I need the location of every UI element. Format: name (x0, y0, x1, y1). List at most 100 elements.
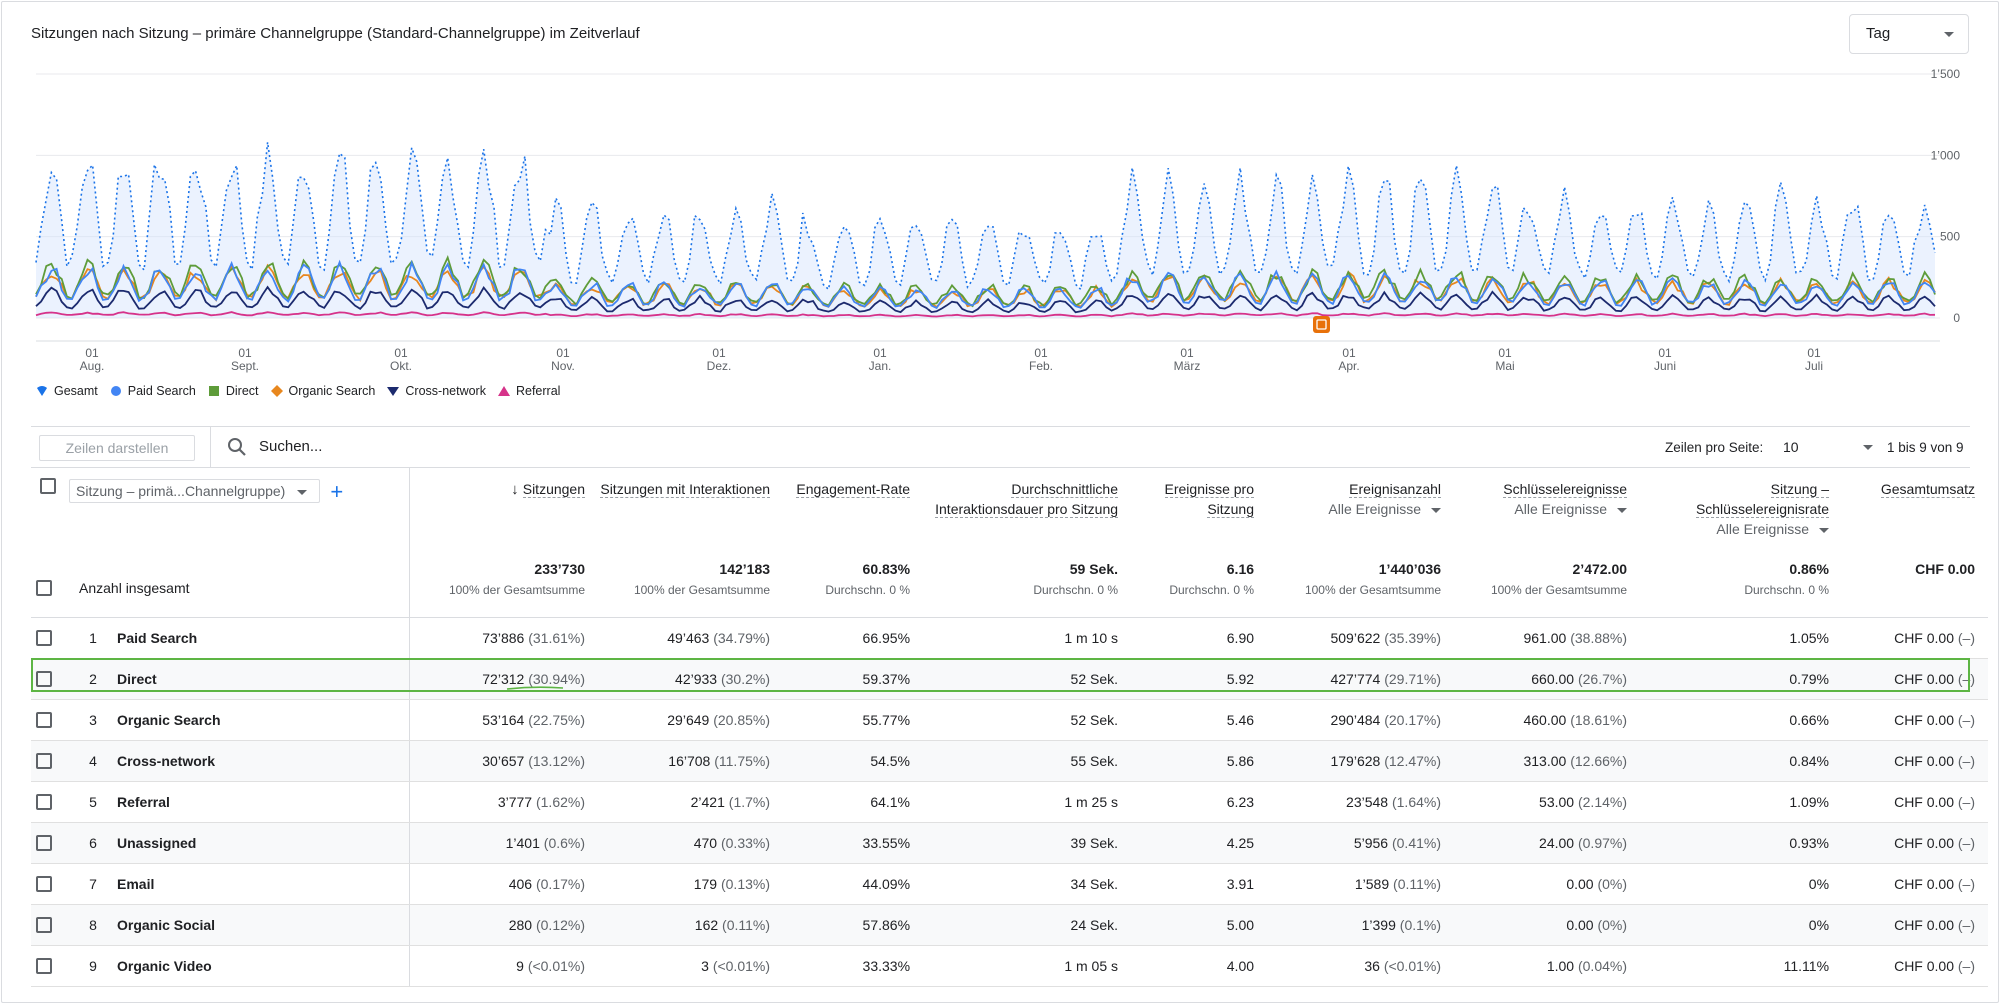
row-dimension-value[interactable]: Organic Social (117, 904, 410, 946)
granularity-dropdown[interactable]: Tag (1849, 14, 1969, 54)
select-all-checkbox[interactable] (40, 478, 56, 495)
metric-value: 1.00 (1546, 957, 1575, 974)
metric-cell: 5.86 (1131, 740, 1268, 782)
row-checkbox[interactable] (35, 958, 52, 975)
col-header-sessions[interactable]: ↓ Sitzungen (409, 467, 598, 559)
table-row[interactable]: 6 Unassigned 1’401 (0.6%) 470 (0.33%) 33.55%… (31, 822, 1989, 864)
metric-percentage: (0.1%) (1399, 916, 1442, 933)
metric-cell: 470 (0.33%) (598, 822, 784, 864)
x-tick-day: 01 (1498, 346, 1512, 360)
totals-value: 6.16 (1226, 561, 1255, 577)
row-checkbox[interactable] (35, 671, 52, 688)
col-header-engagement-rate[interactable]: Engagement-Rate (783, 467, 923, 559)
x-tick-day: 01 (85, 346, 99, 360)
search-input[interactable] (257, 437, 661, 456)
legend-item[interactable]: Organic Search (270, 384, 375, 398)
metric-cell: 24 Sek. (923, 904, 1132, 946)
metric-cell: 0% (1640, 904, 1843, 946)
metric-value: 3.91 (1226, 875, 1255, 892)
table-row[interactable]: 5 Referral 3’777 (1.62%) 2’421 (1.7%) 64.1% 1… (31, 781, 1989, 823)
metric-percentage: (0.97%) (1577, 834, 1628, 851)
col-header-engaged-sessions[interactable]: Sitzungen mit Interaktionen (598, 467, 783, 559)
legend-item[interactable]: Cross-network (387, 384, 486, 398)
metric-cell: 406 (0.17%) (409, 863, 599, 905)
row-checkbox[interactable] (35, 753, 52, 770)
table-row[interactable]: 3 Organic Search 53’164 (22.75%) 29’649 (20… (31, 699, 1989, 741)
totals-percentage: Durchschn. 0 % (1744, 583, 1830, 597)
row-dimension-value[interactable]: Paid Search (117, 617, 410, 659)
row-dimension-value[interactable]: Unassigned (117, 822, 410, 864)
metric-percentage: (2.14%) (1577, 793, 1628, 810)
col-header-avg-engagement-time[interactable]: Durchschnittliche Interaktionsdauer pro … (923, 467, 1131, 559)
metric-percentage: (<0.01%) (527, 957, 586, 974)
chevron-down-icon (1944, 32, 1954, 37)
rows-per-page-select[interactable]: 10 (1783, 439, 1873, 455)
x-tick-month: Jan. (869, 359, 892, 373)
metric-value: 1 m 10 s (1064, 629, 1119, 646)
dimension-selector[interactable]: Sitzung – primä...Channelgruppe) (69, 479, 321, 503)
table-row[interactable]: 4 Cross-network 30’657 (13.12%) 16’708 (11.… (31, 740, 1989, 782)
legend-marker-icon (37, 386, 47, 396)
metric-value: 53.00 (1539, 793, 1575, 810)
metric-cell: 0.93% (1640, 822, 1843, 864)
metric-value: CHF 0.00 (1894, 629, 1954, 646)
row-checkbox[interactable] (35, 917, 52, 934)
rows-per-page-label: Zeilen pro Seite: (1665, 440, 1764, 455)
metric-cell: CHF 0.00 (–) (1842, 740, 1989, 782)
row-checkbox[interactable] (35, 630, 52, 647)
legend-label: Direct (225, 384, 259, 398)
totals-checkbox[interactable] (35, 580, 52, 597)
metric-cell: 5.00 (1131, 904, 1268, 946)
row-dimension-value[interactable]: Referral (117, 781, 410, 823)
col-header-key-event-rate[interactable]: Sitzung – Schlüsselereignisrate Alle Erei… (1640, 467, 1842, 559)
chevron-down-icon (1863, 445, 1873, 450)
row-checkbox[interactable] (35, 712, 52, 729)
row-dimension-value[interactable]: Cross-network (117, 740, 410, 782)
metric-value: 0.93% (1789, 834, 1830, 851)
table-row[interactable]: 9 Organic Video 9 (<0.01%) 3 (<0.01%) 33.33%… (31, 945, 1989, 987)
note-icon[interactable] (1313, 316, 1330, 333)
legend-item[interactable]: Gesamt (36, 384, 98, 398)
metric-cell: 9 (<0.01%) (409, 945, 599, 987)
metric-value: 5.00 (1226, 916, 1255, 933)
legend-item[interactable]: Referral (497, 384, 560, 398)
row-dimension-value[interactable]: Organic Video (117, 945, 410, 987)
table-row[interactable]: 8 Organic Social 280 (0.12%) 162 (0.11%) 57.… (31, 904, 1989, 946)
event-filter-dropdown[interactable]: Alle Ereignisse (1267, 501, 1442, 517)
metric-percentage: (22.75%) (528, 711, 586, 728)
metric-value: 52 Sek. (1070, 711, 1119, 728)
row-dimension-value[interactable]: Email (117, 863, 410, 905)
row-checkbox[interactable] (35, 876, 52, 893)
row-checkbox[interactable] (35, 794, 52, 811)
event-filter-dropdown[interactable]: Alle Ereignisse (1454, 501, 1628, 517)
legend-item[interactable]: Direct (208, 384, 259, 398)
metric-cell: 660.00 (26.7%) (1454, 658, 1641, 700)
row-checkbox[interactable] (35, 835, 52, 852)
metric-value: 49’463 (667, 629, 710, 646)
row-dimension-value[interactable]: Organic Search (117, 699, 410, 741)
event-filter-dropdown[interactable]: Alle Ereignisse (1640, 521, 1830, 537)
metric-cell: 3’777 (1.62%) (409, 781, 599, 823)
y-tick-label: 0 (1953, 311, 1960, 325)
metric-cell: 0.00 (0%) (1454, 863, 1641, 905)
metric-percentage: (0.41%) (1391, 834, 1442, 851)
col-label: Schlüsselereignisse (1503, 481, 1628, 498)
table-row[interactable]: 1 Paid Search 73’886 (31.61%) 49’463 (34.79… (31, 617, 1989, 659)
metric-value: 4.25 (1226, 834, 1255, 851)
metric-value: CHF 0.00 (1894, 875, 1954, 892)
col-header-event-count[interactable]: Ereignisanzahl Alle Ereignisse (1267, 467, 1454, 559)
row-dimension-value[interactable]: Direct (117, 658, 410, 700)
metric-value: 6.90 (1226, 629, 1255, 646)
col-header-events-per-session[interactable]: Ereignisse pro Sitzung (1131, 467, 1267, 559)
series-line-direct (35, 254, 1936, 308)
row-index: 6 (69, 822, 117, 864)
add-dimension-icon[interactable]: + (330, 479, 344, 505)
metric-value: 0.00 (1566, 875, 1594, 892)
table-row[interactable]: 2 Direct 72’312 (30.94%) 42’933 (30.2%) 59.3… (31, 658, 1989, 700)
col-header-total-revenue[interactable]: Gesamtumsatz (1842, 467, 1988, 559)
plot-rows-button[interactable]: Zeilen darstellen (39, 435, 195, 461)
col-header-key-events[interactable]: Schlüsselereignisse Alle Ereignisse (1454, 467, 1640, 559)
table-row[interactable]: 7 Email 406 (0.17%) 179 (0.13%) 44.09% 34 Sek… (31, 863, 1989, 905)
legend-item[interactable]: Paid Search (110, 384, 196, 398)
metric-percentage: (–) (1957, 916, 1976, 933)
